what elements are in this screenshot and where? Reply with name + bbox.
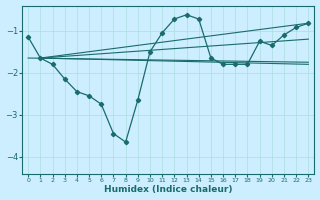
X-axis label: Humidex (Indice chaleur): Humidex (Indice chaleur) [104, 185, 233, 194]
